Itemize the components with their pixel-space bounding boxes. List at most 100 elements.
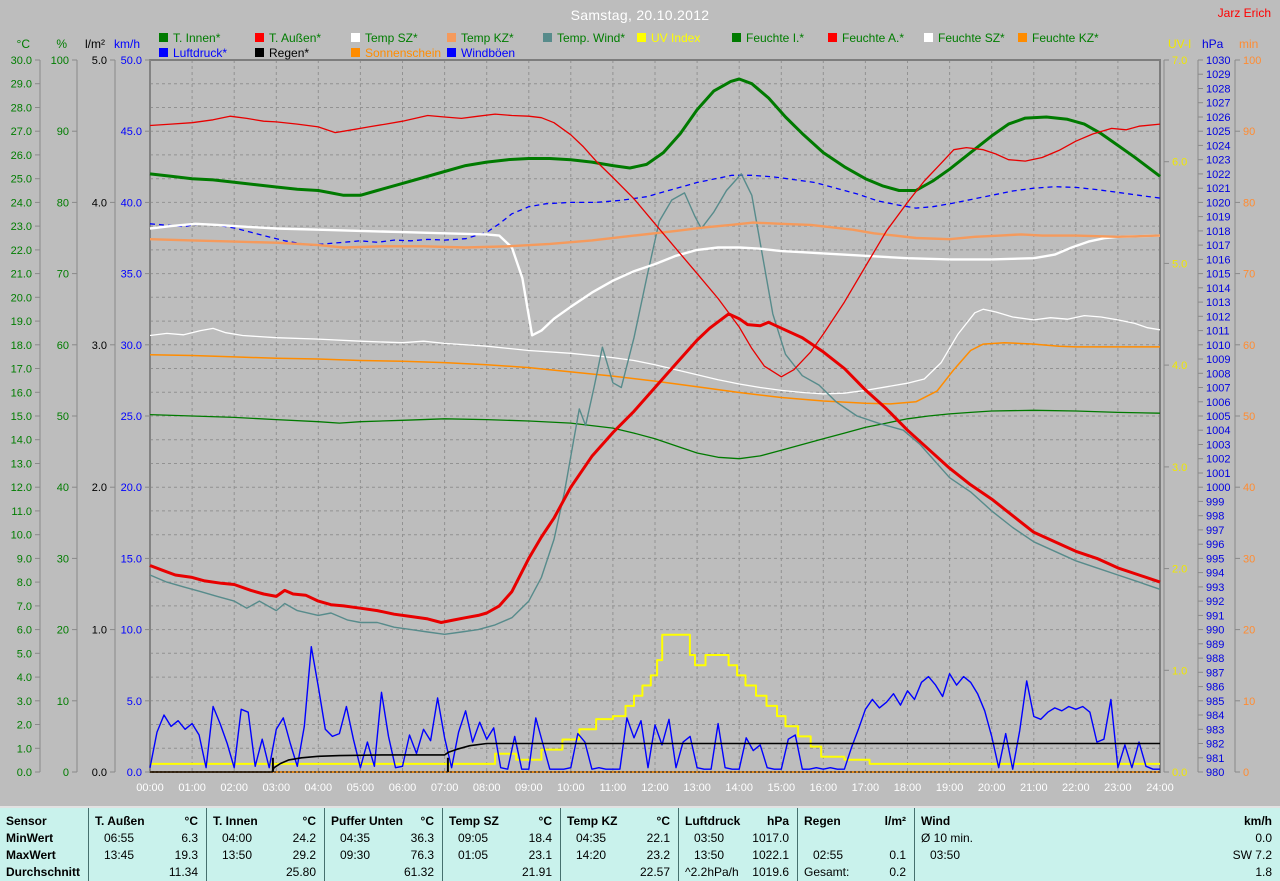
axis-hpa: 980 981 982 983 984 985 986 987 988 989 990 991 992 9… [1197, 37, 1230, 779]
table-row: MaxWert [0, 847, 88, 864]
table-cell-value: 1022.1 [752, 848, 789, 862]
table-header: Wind km/h [915, 813, 1280, 830]
axis-tick-label: 30 [1243, 553, 1255, 565]
axis-tick-label: 3.0 [17, 696, 32, 708]
axis-tick-label: 1024 [1206, 140, 1230, 152]
axis-tick-label: 18.0 [11, 340, 32, 352]
x-tick-label: 12:00 [641, 782, 669, 794]
axis-tick-label: 988 [1206, 653, 1224, 665]
legend-swatch-temp-sz [351, 33, 360, 42]
table-row [798, 830, 914, 847]
axis-tick-label: 29.0 [11, 79, 32, 91]
x-tick-label: 00:00 [136, 782, 164, 794]
axis-unit-percent: % [56, 37, 67, 51]
legend-label: Temp. Wind* [557, 31, 626, 45]
table-cell-label: 09:30 [340, 848, 371, 862]
table-row: MinWert [0, 830, 88, 847]
table-cell-value: SW 7.2 [1232, 848, 1272, 862]
axis-tick-label: 1.0 [92, 625, 107, 637]
legend-label: Windböen [461, 46, 516, 60]
table-group-temp-sz: Temp SZ °C 09:05 18.4 01:05 23.1 21.91 [442, 808, 560, 881]
axis-tick-label: 17.0 [11, 364, 32, 376]
table-group-puffer-unten: Puffer Unten °C 04:35 36.3 09:30 76.3 61.32 [324, 808, 442, 881]
axis-tick-label: 19.0 [11, 316, 32, 328]
axis-tick-label: 1010 [1206, 340, 1230, 352]
axis-tick-label: 9.0 [17, 553, 32, 565]
legend-item-feuchte-a: Feuchte A.* [828, 32, 904, 45]
axis-tick-label: 1025 [1206, 126, 1230, 138]
axis-tick-label: 26.0 [11, 150, 32, 162]
axis-tick-label: 4.0 [92, 197, 107, 209]
axis-tick-label: 15.0 [121, 553, 142, 565]
axis-tick-label: 24.0 [11, 197, 32, 209]
table-cell-value: 22.57 [639, 865, 670, 879]
table-group-t-innen: T. Innen °C 04:00 24.2 13:50 29.2 25.80 [206, 808, 324, 881]
series-feuchte-a [149, 113, 1161, 378]
legend-label: T. Innen* [173, 31, 221, 45]
table-cell-value: 22.1 [646, 831, 670, 845]
legend-swatch-temp-wind [543, 33, 552, 42]
legend-item-temp-kz: Temp KZ* [447, 32, 514, 45]
rain-event-bars [271, 757, 449, 772]
axis-tick-label: 0.0 [1172, 767, 1187, 779]
axis-tick-label: 21.0 [11, 269, 32, 281]
series-feuchte-kz [149, 341, 1160, 405]
series-luftdruck [149, 174, 1161, 246]
axis-tick-label: 1002 [1206, 454, 1230, 466]
table-group-wind: Wind km/h Ø 10 min. 0.0 03:50 SW 7.2 1.8 [914, 808, 1280, 881]
legend-item-windboeen: Windböen [447, 47, 515, 60]
table-header-unit: °C [184, 814, 198, 828]
table-row: 21.91 [443, 864, 560, 881]
table-row: 11.34 [89, 864, 206, 881]
weather-chart: 0.0 1.0 2.0 3.0 4.0 5.0 6.0 7.0 8.0 9.0 10.0 11.0 12… [11, 37, 1262, 794]
axis-tick-label: 10 [1243, 696, 1255, 708]
axis-tick-label: 995 [1206, 553, 1224, 565]
axis-tick-label: 80 [57, 197, 69, 209]
table-cell-label: 04:35 [340, 831, 371, 845]
axis-tick-label: 1008 [1206, 368, 1230, 380]
x-tick-label: 04:00 [305, 782, 333, 794]
legend-label: Temp SZ* [365, 31, 418, 45]
table-header-unit: hPa [766, 814, 789, 828]
axis-tick-label: 985 [1206, 696, 1224, 708]
legend-item-temp-wind: Temp. Wind* [543, 32, 625, 45]
axis-tick-label: 5.0 [127, 696, 142, 708]
x-tick-label: 18:00 [894, 782, 922, 794]
axis-tick-label: 16.0 [11, 387, 32, 399]
table-row: 25.80 [207, 864, 324, 881]
table-cell-value: 23.1 [528, 848, 552, 862]
table-group-luftdruck: Luftdruck hPa 03:50 1017.0 13:50 1022.1 ^2.2hP… [678, 808, 797, 881]
legend-swatch-sonnenschein [351, 48, 360, 57]
axis-unit-celsius: °C [17, 37, 31, 51]
table-cell-label: MaxWert [6, 848, 56, 862]
axis-tick-label: 1020 [1206, 197, 1230, 209]
table-cell-label: MinWert [6, 831, 54, 845]
axis-tick-label: 14.0 [11, 435, 32, 447]
axis-tick-label: 23.0 [11, 221, 32, 233]
axis-tick-label: 0.0 [92, 767, 107, 779]
table-cell-value: 0.1 [889, 848, 906, 862]
axis-tick-label: 60 [57, 340, 69, 352]
table-cell-value: 1.8 [1255, 865, 1272, 879]
table-cell-label: 14:20 [576, 848, 607, 862]
axis-tick-label: 994 [1206, 568, 1224, 580]
axis-tick-label: 1009 [1206, 354, 1230, 366]
axis-tick-label: 1012 [1206, 311, 1230, 323]
legend-swatch-uv-index [637, 33, 646, 42]
axis-tick-label: 10.0 [121, 625, 142, 637]
table-cell-value: 21.91 [521, 865, 552, 879]
axis-tick-label: 1018 [1206, 226, 1230, 238]
table-header-name: Regen [804, 814, 841, 828]
table-header-unit: l/m² [884, 814, 906, 828]
table-cell-label: Gesamt: [804, 865, 850, 879]
table-row: 03:50 SW 7.2 [915, 847, 1280, 864]
axis-tick-label: 1022 [1206, 169, 1230, 181]
axis-tick-label: 11.0 [11, 506, 32, 518]
legend-swatch-t-innen [159, 33, 168, 42]
legend-swatch-regen [255, 48, 264, 57]
table-cell-value: 18.4 [528, 831, 552, 845]
table-cell-value: 24.2 [292, 831, 316, 845]
table-group-temp-kz: Temp KZ °C 04:35 22.1 14:20 23.2 22.57 [560, 808, 678, 881]
axis-tick-label: 980 [1206, 767, 1224, 779]
